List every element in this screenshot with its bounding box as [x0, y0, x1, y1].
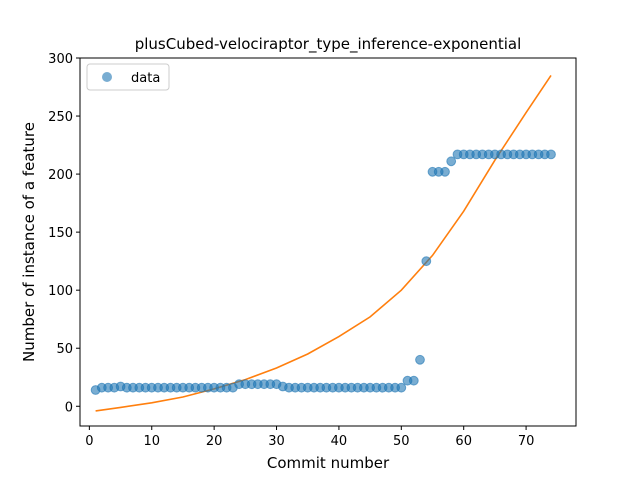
axes-frame: [79, 57, 577, 427]
y-tick-label: 150: [48, 226, 73, 241]
legend-marker: [102, 72, 112, 82]
x-tick-label: 10: [143, 434, 160, 449]
chart-title: plusCubed-velociraptor_type_inference-ex…: [135, 35, 522, 54]
x-tick-label: 70: [518, 434, 535, 449]
data-point: [408, 375, 419, 386]
y-tick-label: 0: [65, 400, 73, 415]
x-axis-label: Commit number: [267, 454, 390, 472]
x-tick-label: 40: [331, 434, 348, 449]
fit-line: [95, 74, 552, 412]
x-tick-label: 30: [268, 434, 285, 449]
data-point: [396, 382, 407, 393]
y-axis-ticks: 0 50 100 150 200 250 300: [48, 52, 80, 415]
data-point: [421, 256, 432, 267]
y-tick-label: 250: [48, 110, 73, 125]
x-tick-label: 0: [85, 434, 93, 449]
data-point: [546, 149, 556, 160]
y-tick-label: 200: [48, 168, 73, 183]
legend: data: [86, 63, 170, 91]
data-point: [440, 166, 450, 177]
x-tick-label: 20: [206, 434, 223, 449]
plot-area: [90, 74, 556, 412]
data-point: [446, 156, 457, 167]
y-tick-label: 50: [56, 342, 73, 357]
y-tick-label: 100: [48, 284, 73, 299]
y-axis-label: Number of instance of a feature: [20, 122, 38, 362]
data-point: [415, 354, 425, 365]
x-axis-ticks: 0 10 20 30 40 50 60 70: [85, 426, 534, 449]
x-tick-label: 60: [455, 434, 472, 449]
legend-box: [86, 63, 170, 91]
y-tick-label: 300: [48, 52, 73, 67]
legend-label: data: [131, 71, 160, 86]
x-tick-label: 50: [393, 434, 410, 449]
